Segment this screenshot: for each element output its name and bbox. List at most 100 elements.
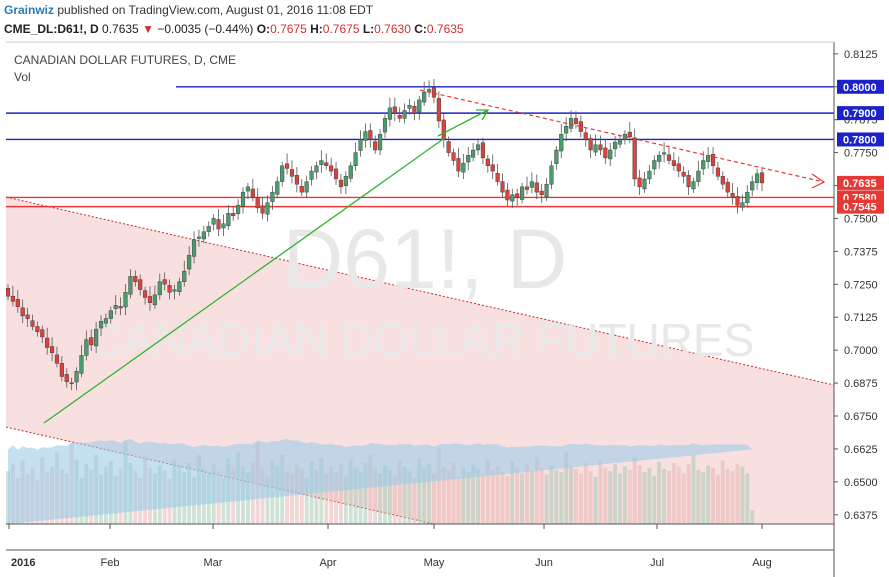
volume-bar [588, 471, 593, 524]
candle-body [759, 172, 765, 184]
watermark-symbol: D61!, D [283, 212, 568, 306]
down-arrow-icon: ▼ [142, 22, 154, 36]
candle-body [30, 320, 35, 327]
volume-bar [461, 467, 466, 524]
channel-top-line [6, 196, 834, 386]
candle-body [676, 163, 681, 172]
candle-body [319, 160, 324, 165]
candle-body [147, 296, 153, 303]
candle-body [471, 149, 476, 158]
candle-body [456, 158, 461, 172]
volume-bar [554, 469, 559, 524]
volume-bar [520, 473, 525, 524]
volume-bar [441, 466, 446, 524]
candle-body [118, 306, 123, 309]
price-label-box [837, 199, 884, 214]
volume-bar [544, 474, 549, 524]
volume-bar [593, 476, 598, 524]
volume-bar [618, 473, 622, 524]
volume-bar [334, 472, 338, 524]
candle-body [632, 137, 637, 180]
volume-bar [363, 463, 368, 524]
x-tick-label: Jun [535, 557, 553, 569]
volume-bar [422, 468, 427, 524]
candle-body [710, 154, 716, 166]
candle-body [730, 192, 735, 198]
volume-bar [314, 469, 319, 524]
candle-body [123, 292, 128, 308]
volume-bar [466, 472, 471, 524]
volume-bar [701, 472, 706, 524]
downtrend-arrow-head [811, 173, 826, 189]
candle-body [725, 181, 730, 193]
volume-bar [652, 475, 657, 524]
uptrend-arrow-head [476, 109, 490, 121]
y-tick-label: 0.7750 [844, 148, 878, 160]
candle-body [368, 130, 373, 140]
candle-body [182, 270, 187, 282]
volume-bar [529, 471, 534, 524]
candle-body [441, 119, 446, 140]
published-text: published on TradingView.com, August 01,… [57, 3, 374, 17]
candle-body [436, 98, 441, 122]
candle-body [240, 191, 246, 207]
candle-body [750, 181, 755, 191]
candle-body [598, 144, 603, 151]
channel-fill [6, 197, 834, 524]
candle-body [564, 126, 569, 134]
candle-body [191, 239, 197, 257]
candle-body [353, 152, 358, 166]
publish-info: Grainwiz published on TradingView.com, A… [4, 3, 373, 17]
candle-body [177, 281, 182, 292]
volume-bar [583, 463, 588, 524]
candle-body [490, 164, 495, 172]
candle-body [314, 165, 319, 173]
volume-bar [304, 478, 309, 524]
candle-body [696, 170, 701, 182]
candle-body [98, 320, 104, 329]
candle-body [422, 91, 427, 103]
candle-body [265, 202, 270, 215]
volume-bar [343, 476, 348, 524]
volume-bar [285, 471, 290, 524]
candle-body [280, 165, 285, 182]
volume-bar [505, 475, 510, 524]
candle-body [157, 281, 162, 296]
candle-body [573, 118, 579, 124]
volume-bar [427, 464, 432, 524]
volume-bar [725, 468, 730, 524]
candle-body [45, 337, 50, 348]
candle-body [15, 299, 20, 307]
candle-body [431, 87, 437, 98]
price-label: 0.7900 [843, 108, 877, 120]
candle-body [451, 152, 456, 161]
candle-body [407, 105, 412, 109]
watermark-name: CANADIAN DOLLAR FUTURES [90, 314, 755, 366]
volume-bar [480, 474, 485, 524]
x-tick-label: Feb [101, 557, 120, 569]
volume-bar [608, 471, 613, 524]
volume-bar [495, 466, 500, 524]
x-tick-label: Jul [650, 557, 664, 569]
author-link[interactable]: Grainwiz [4, 3, 55, 17]
volume-bar [500, 472, 505, 524]
y-tick-label: 0.7375 [844, 246, 878, 258]
y-tick-label: 0.7500 [844, 213, 878, 225]
volume-bar [750, 510, 755, 524]
volume-bar [436, 448, 441, 524]
volume-bar [735, 464, 740, 524]
volume-bar [603, 467, 608, 524]
x-tick-label: Aug [752, 557, 772, 569]
candle-body [534, 182, 539, 193]
candle-body [485, 158, 490, 166]
candle-body [206, 226, 211, 232]
candle-body [740, 202, 745, 208]
volume-bar [691, 455, 696, 524]
volume-bar [676, 466, 681, 524]
candle-body [201, 231, 206, 240]
volume-bar [667, 471, 671, 524]
price-label: 0.7545 [843, 202, 877, 214]
high-label: H: [310, 22, 323, 36]
price-label-box [837, 106, 884, 121]
